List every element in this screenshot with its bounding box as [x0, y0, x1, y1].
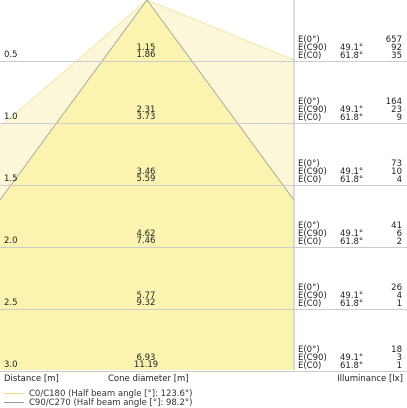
e0-label: E(0°): [298, 221, 320, 231]
e90-label: E(C90): [298, 105, 327, 115]
e90-value: 10: [391, 167, 402, 177]
e90-value: 4: [396, 291, 402, 301]
e90-label: E(C90): [298, 167, 327, 177]
c90-edge-left: [0, 0, 148, 201]
cone-diameter-c90: 1.86: [136, 50, 156, 60]
cone-diameter-c0: 3.46: [136, 167, 156, 177]
c90-angle: 61.8°: [340, 175, 364, 185]
c90-edge-right: [146, 0, 295, 201]
e0-label: E(0°): [298, 97, 320, 107]
cone-diameter-c90: 11.19: [133, 360, 159, 370]
c0-angle: 49.1°: [340, 353, 364, 363]
legend-c90-label: C90/C270 (Half beam angle [°]: 98.2°): [29, 398, 193, 408]
c0-angle: 49.1°: [340, 43, 364, 53]
e0-value: 164: [385, 97, 402, 107]
e0-value: 73: [391, 159, 402, 169]
ec0-label: E(C0): [298, 175, 322, 185]
ec0-value: 1: [396, 361, 402, 371]
legend-c0: C0/C180 (Half beam angle [°]: 123.6°): [4, 389, 193, 399]
c0-angle: 49.1°: [340, 291, 364, 301]
e0-label: E(0°): [298, 345, 320, 355]
e90-label: E(C90): [298, 229, 327, 239]
e0-value: 657: [385, 35, 402, 45]
e0-label: E(0°): [298, 283, 320, 293]
distance-row: 0.5 1.15 1.86 E(0°) 657 E(C90) 49.1° 92 …: [0, 0, 407, 62]
e90-value: 3: [396, 353, 402, 363]
cone-diameter-c90: 3.73: [136, 112, 156, 122]
distance-row: 1.5 3.46 5.59 E(0°) 73 E(C90) 49.1° 10 E…: [0, 124, 407, 186]
distance-row: 2.0 4.62 7.46 E(0°) 41 E(C90) 49.1° 6 E(…: [0, 186, 407, 248]
distance-row: 3.0 6.93 11.19 E(0°) 18 E(C90) 49.1° 3 E…: [0, 310, 407, 372]
distance-label: 0.5: [4, 50, 18, 60]
e90-value: 23: [391, 105, 402, 115]
cone-diameter-c90: 7.46: [136, 236, 156, 246]
c90-angle: 61.8°: [340, 237, 364, 247]
distance-label: 3.0: [4, 360, 18, 370]
illuminance-axis-label: Illuminance [lx]: [337, 374, 403, 384]
distance-label: 1.5: [4, 174, 18, 184]
legend-c0-swatch: [4, 393, 24, 394]
c0-angle: 49.1°: [340, 167, 364, 177]
c90-angle: 61.8°: [340, 299, 364, 309]
ec0-label: E(C0): [298, 113, 322, 123]
e90-label: E(C90): [298, 353, 327, 363]
c0-angle: 49.1°: [340, 105, 364, 115]
cone-diameter-c0: 6.93: [136, 353, 156, 363]
e90-label: E(C90): [298, 291, 327, 301]
cone-diameter-c90: 5.59: [136, 174, 156, 184]
c0-edge-left: [0, 0, 148, 128]
distance-row: 2.5 5.77 9.32 E(0°) 26 E(C90) 49.1° 4 E(…: [0, 248, 407, 310]
distance-axis-label: Distance [m]: [4, 374, 59, 384]
ec0-label: E(C0): [298, 237, 322, 247]
e90-value: 92: [391, 43, 402, 53]
distance-label: 2.0: [4, 236, 18, 246]
legend-c90-swatch: [4, 402, 24, 403]
c0-angle: 49.1°: [340, 229, 364, 239]
c90-angle: 61.8°: [340, 361, 364, 371]
cone-diameter-c0: 5.77: [136, 291, 156, 301]
cone-diameter-axis-label: Cone diameter [m]: [108, 374, 189, 384]
ec0-label: E(C0): [298, 51, 322, 61]
cone-diameter-c0: 4.62: [136, 229, 156, 239]
legend-c90: C90/C270 (Half beam angle [°]: 98.2°): [4, 398, 193, 408]
distance-label: 2.5: [4, 298, 18, 308]
ec0-value: 9: [396, 113, 402, 123]
e90-value: 6: [396, 229, 402, 239]
distance-label: 1.0: [4, 112, 18, 122]
e90-label: E(C90): [298, 43, 327, 53]
cone-diameter-c0: 1.15: [136, 43, 156, 53]
e0-value: 41: [391, 221, 402, 231]
e0-label: E(0°): [298, 35, 320, 45]
legend-c0-label: C0/C180 (Half beam angle [°]: 123.6°): [29, 389, 193, 399]
e0-value: 26: [391, 283, 402, 293]
ec0-label: E(C0): [298, 361, 322, 371]
ec0-value: 35: [391, 51, 402, 61]
cone-diameter-c0: 2.31: [136, 105, 156, 115]
ec0-value: 4: [396, 175, 402, 185]
c90-angle: 61.8°: [340, 51, 364, 61]
ec0-label: E(C0): [298, 299, 322, 309]
c90-angle: 61.8°: [340, 113, 364, 123]
e0-label: E(0°): [298, 159, 320, 169]
e0-value: 18: [391, 345, 402, 355]
ec0-value: 2: [396, 237, 402, 247]
c0-edge-right: [146, 0, 295, 61]
distance-row: 1.0 2.31 3.73 E(0°) 164 E(C90) 49.1° 23 …: [0, 62, 407, 124]
ec0-value: 1: [396, 299, 402, 309]
cone-diameter-c90: 9.32: [136, 298, 156, 308]
